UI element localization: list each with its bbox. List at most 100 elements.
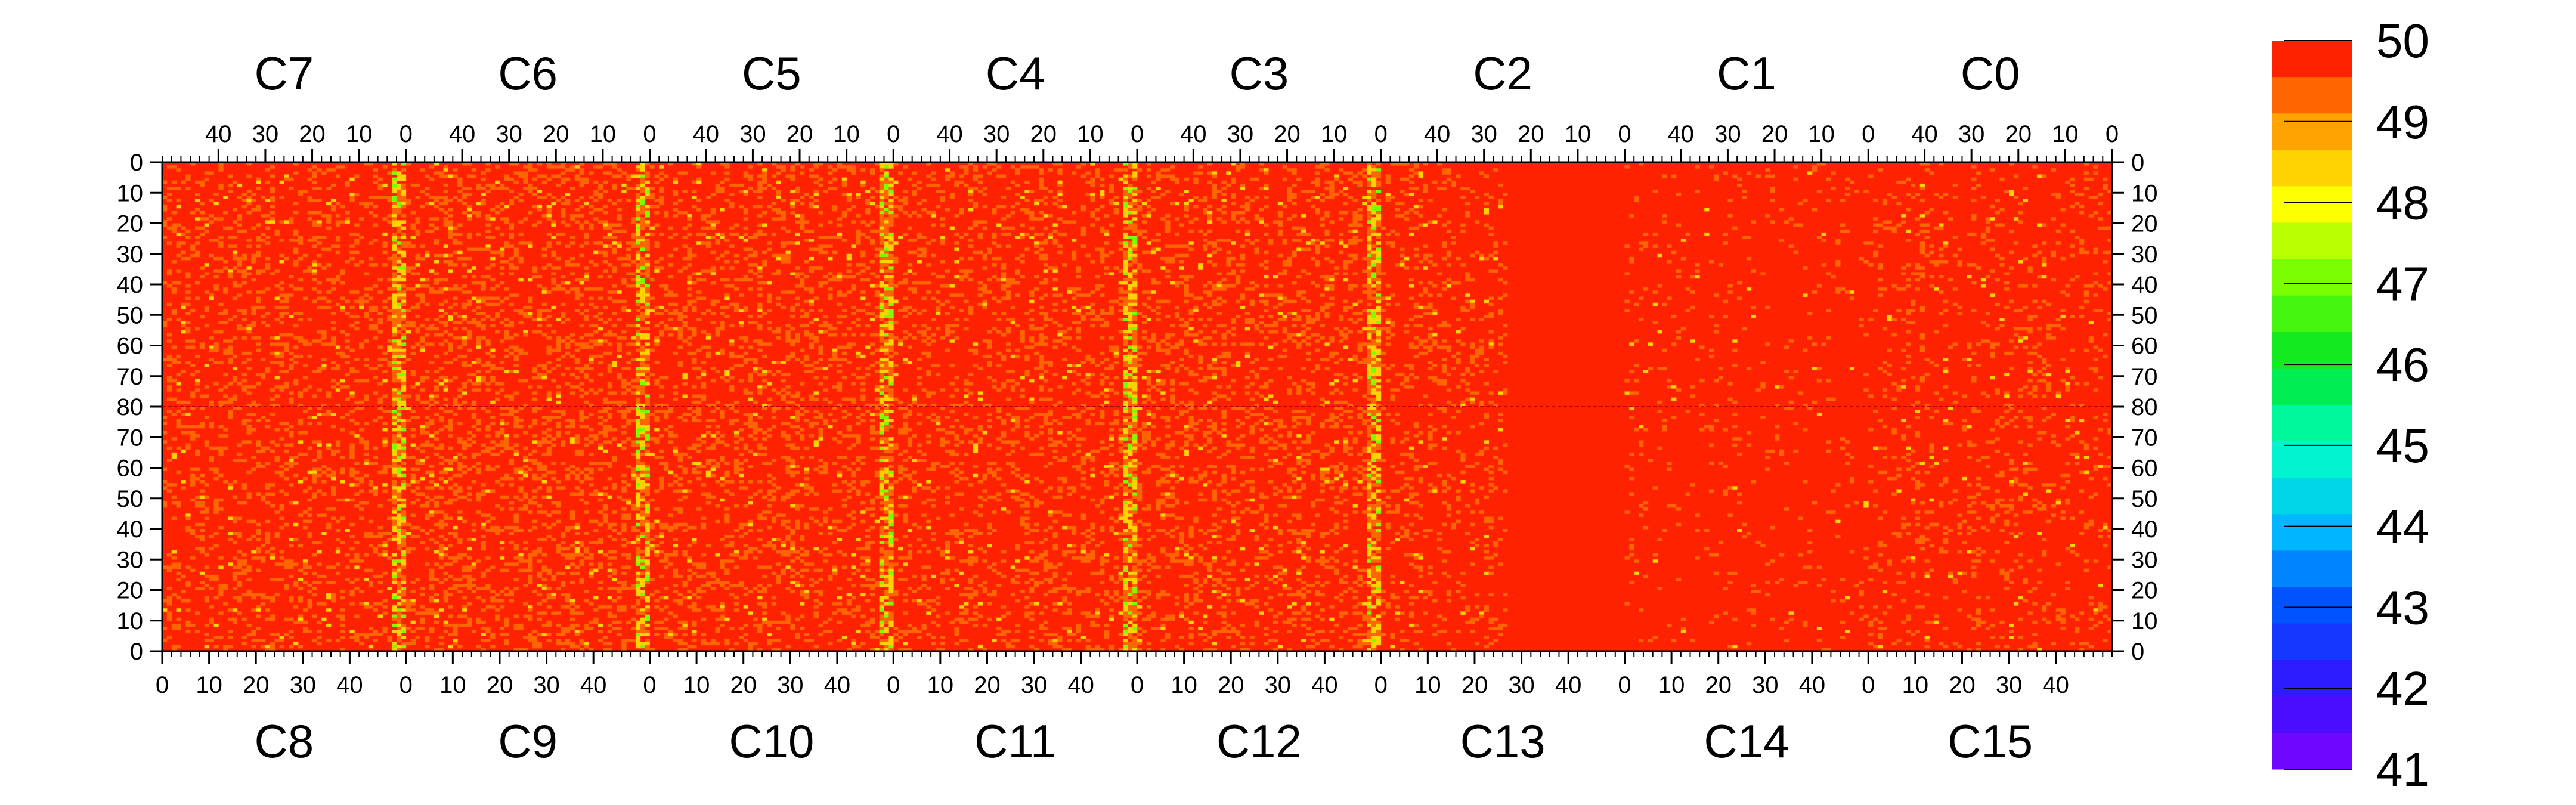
heatmap-cell bbox=[377, 470, 383, 475]
heatmap-cell bbox=[401, 532, 407, 535]
heatmap-cell bbox=[654, 205, 660, 209]
heatmap-cell bbox=[434, 614, 439, 618]
heatmap-cell bbox=[312, 278, 317, 282]
heatmap-cell bbox=[204, 584, 210, 587]
heatmap-cell bbox=[438, 648, 444, 652]
heatmap-cell bbox=[528, 633, 533, 636]
heatmap-cell bbox=[410, 513, 416, 517]
heatmap-cell bbox=[415, 256, 420, 261]
heatmap-cell bbox=[715, 220, 720, 224]
heatmap-cell bbox=[279, 260, 284, 264]
heatmap-cell bbox=[556, 256, 561, 261]
heatmap-cell bbox=[438, 556, 444, 560]
heatmap-cell bbox=[246, 519, 252, 524]
heatmap-cell bbox=[261, 556, 266, 560]
heatmap-cell bbox=[392, 522, 397, 527]
heatmap-cell bbox=[645, 596, 650, 600]
heatmap-cell bbox=[218, 321, 224, 325]
heatmap-cell bbox=[397, 229, 402, 233]
heatmap-cell bbox=[537, 324, 543, 328]
heatmap-cell bbox=[589, 223, 594, 227]
heatmap-cell bbox=[546, 394, 552, 398]
heatmap-cell bbox=[364, 358, 369, 361]
heatmap-cell bbox=[457, 180, 463, 184]
heatmap-cell bbox=[368, 489, 374, 493]
heatmap-cell bbox=[448, 361, 453, 364]
heatmap-cell bbox=[354, 242, 360, 245]
heatmap-cell bbox=[204, 599, 210, 603]
heatmap-cell bbox=[818, 211, 823, 215]
heatmap-cell bbox=[256, 403, 261, 407]
heatmap-cell bbox=[340, 354, 345, 358]
heatmap-cell bbox=[481, 284, 486, 288]
heatmap-cell bbox=[561, 605, 566, 609]
heatmap-cell bbox=[771, 217, 777, 221]
heatmap-cell bbox=[532, 434, 538, 438]
heatmap-cell bbox=[471, 247, 477, 252]
heatmap-cell bbox=[509, 501, 514, 505]
heatmap-cell bbox=[448, 229, 453, 233]
heatmap-cell bbox=[781, 260, 786, 264]
heatmap-cell bbox=[485, 605, 491, 609]
heatmap-cell bbox=[546, 596, 552, 600]
heatmap-cell bbox=[518, 260, 524, 264]
heatmap-cell bbox=[425, 562, 430, 566]
heatmap-cell bbox=[715, 256, 720, 261]
heatmap-cell bbox=[635, 541, 641, 545]
heatmap-cell bbox=[330, 476, 336, 481]
heatmap-cell bbox=[223, 602, 228, 606]
heatmap-cell bbox=[242, 361, 247, 364]
heatmap-cell bbox=[846, 196, 852, 199]
heatmap-cell bbox=[682, 236, 688, 239]
heatmap-cell bbox=[251, 608, 256, 612]
heatmap-cell bbox=[284, 559, 289, 563]
heatmap-cell bbox=[645, 541, 650, 545]
heatmap-cell bbox=[481, 199, 486, 203]
heatmap-cell bbox=[457, 232, 463, 236]
heatmap-cell bbox=[481, 443, 486, 447]
heatmap-cell bbox=[457, 388, 463, 392]
heatmap-cell bbox=[635, 578, 641, 581]
heatmap-cell bbox=[228, 416, 233, 419]
heatmap-cell bbox=[720, 278, 725, 282]
heatmap-cell bbox=[237, 532, 243, 535]
heatmap-cell bbox=[429, 342, 435, 346]
heatmap-cell bbox=[541, 364, 547, 367]
heatmap-cell bbox=[298, 544, 304, 548]
heatmap-cell bbox=[420, 168, 425, 172]
heatmap-cell bbox=[246, 358, 252, 361]
heatmap-cell bbox=[884, 193, 889, 196]
heatmap-cell bbox=[631, 467, 636, 472]
heatmap-cell bbox=[453, 556, 458, 560]
heatmap-cell bbox=[448, 434, 453, 438]
heatmap-cell bbox=[485, 425, 491, 429]
heatmap-cell bbox=[401, 407, 407, 410]
heatmap-cell bbox=[410, 467, 416, 472]
heatmap-cell bbox=[298, 645, 304, 649]
heatmap-cell bbox=[368, 627, 374, 630]
heatmap-cell bbox=[429, 196, 435, 199]
heatmap-cell bbox=[635, 193, 641, 196]
heatmap-cell bbox=[584, 367, 589, 370]
heatmap-cell bbox=[598, 250, 603, 255]
heatmap-cell bbox=[551, 462, 556, 465]
heatmap-cell bbox=[232, 336, 238, 340]
heatmap-cell bbox=[626, 388, 631, 392]
heatmap-cell bbox=[397, 617, 402, 621]
heatmap-cell bbox=[645, 630, 650, 633]
heatmap-cell bbox=[635, 456, 641, 459]
heatmap-cell bbox=[335, 364, 341, 367]
heatmap-cell bbox=[569, 440, 575, 444]
heatmap-cell bbox=[171, 361, 177, 364]
heatmap-cell bbox=[162, 281, 168, 285]
heatmap-cell bbox=[392, 507, 397, 511]
heatmap-cell bbox=[640, 608, 646, 612]
heatmap-cell bbox=[884, 278, 889, 282]
heatmap-cell bbox=[317, 370, 322, 374]
heatmap-cell bbox=[195, 226, 200, 230]
heatmap-cell bbox=[218, 498, 224, 502]
heatmap-cell bbox=[682, 171, 688, 175]
heatmap-cell bbox=[556, 174, 561, 178]
heatmap-cell bbox=[397, 367, 402, 370]
heatmap-cell bbox=[888, 202, 894, 206]
